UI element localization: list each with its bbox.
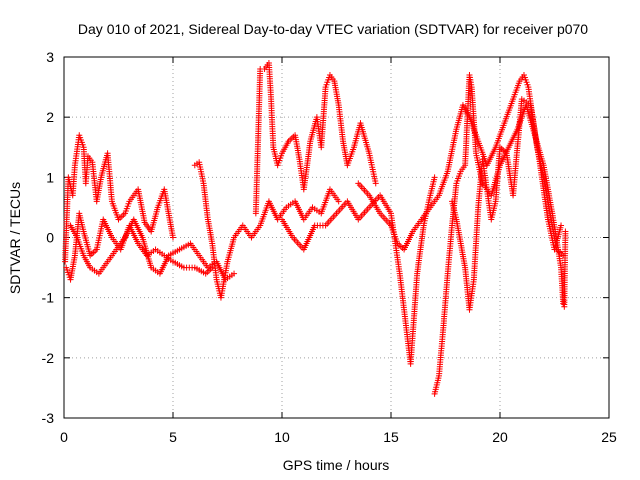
axis-ticks: 0 5 10 15 20 25 -3 -2 -1 0 1 2 3 bbox=[42, 49, 617, 445]
x-tick-label: 25 bbox=[601, 429, 617, 445]
series-trace-markers bbox=[280, 176, 438, 365]
y-tick-label: 1 bbox=[46, 169, 54, 185]
y-axis-label: SDTVAR / TECUs bbox=[7, 182, 23, 294]
series-trace-d bbox=[191, 159, 342, 301]
x-axis-label: GPS time / hours bbox=[283, 457, 390, 473]
x-tick-label: 20 bbox=[492, 429, 508, 445]
y-tick-label: 2 bbox=[46, 109, 54, 125]
y-tick-label: -3 bbox=[42, 410, 55, 426]
x-tick-label: 10 bbox=[274, 429, 290, 445]
x-tick-label: 15 bbox=[383, 429, 399, 445]
series-trace-g bbox=[355, 72, 567, 259]
series-trace-e bbox=[252, 60, 379, 217]
y-tick-label: 3 bbox=[46, 49, 54, 65]
series-trace-markers bbox=[62, 134, 176, 263]
series-trace-markers bbox=[194, 160, 341, 299]
data-series bbox=[62, 60, 569, 397]
y-tick-label: 0 bbox=[46, 230, 54, 246]
y-tick-label: -1 bbox=[42, 290, 55, 306]
series-trace-f bbox=[279, 174, 438, 367]
x-tick-label: 0 bbox=[60, 429, 68, 445]
series-trace-i bbox=[449, 96, 565, 313]
series-trace-a bbox=[62, 132, 176, 265]
chart-title: Day 010 of 2021, Sidereal Day-to-day VTE… bbox=[78, 21, 588, 37]
series-trace-markers bbox=[449, 97, 564, 311]
y-tick-label: -2 bbox=[42, 350, 55, 366]
series-trace-markers bbox=[252, 62, 379, 215]
x-tick-label: 5 bbox=[169, 429, 177, 445]
grid-lines bbox=[64, 57, 609, 418]
